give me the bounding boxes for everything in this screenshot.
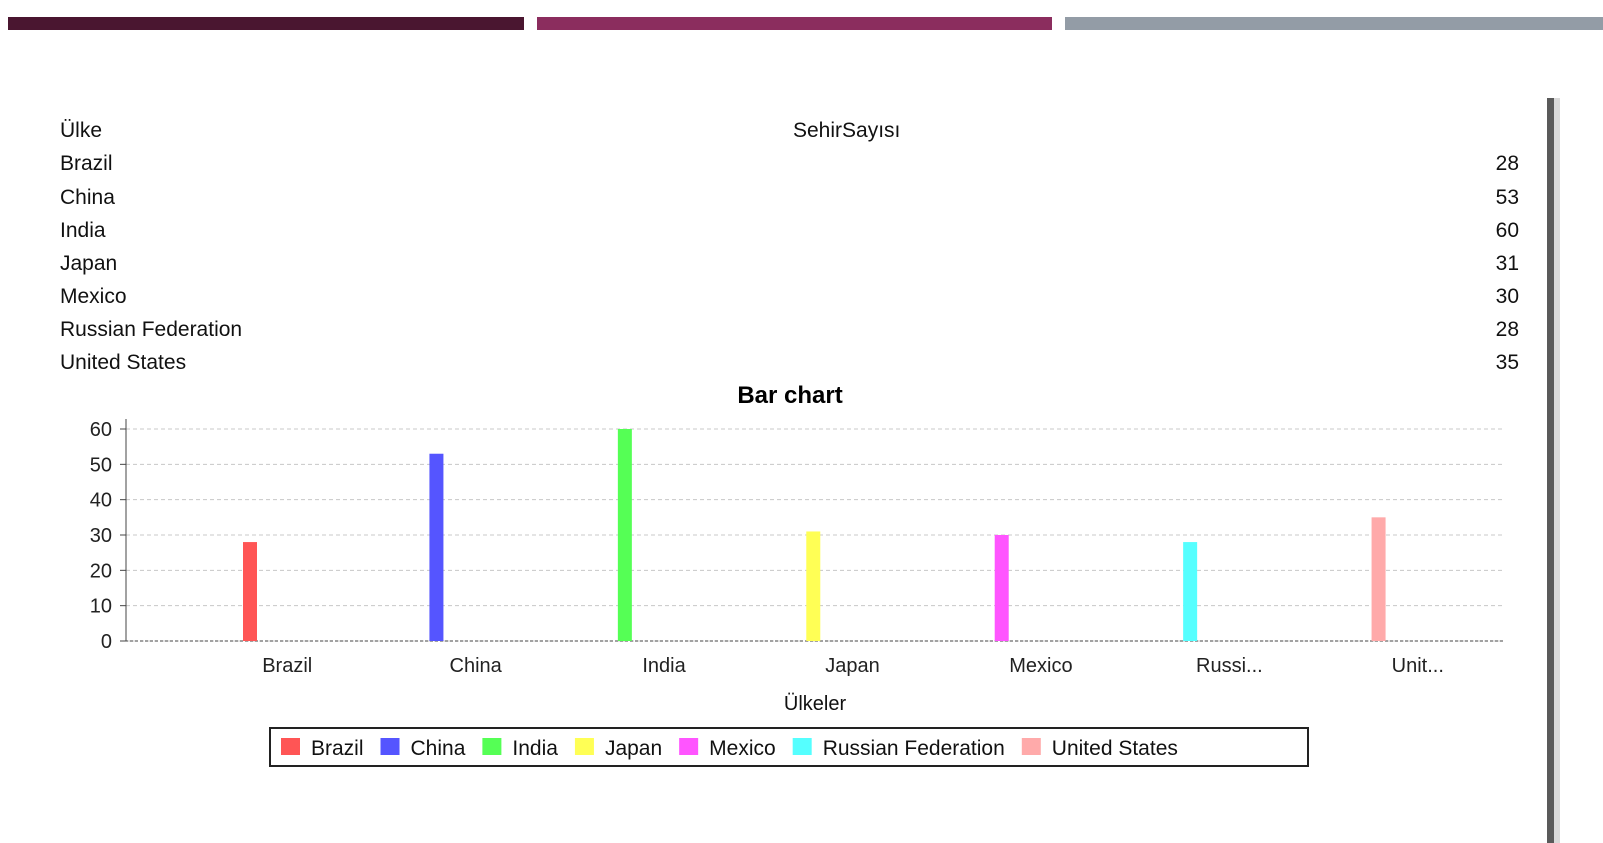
bar-chart: Bar chart 0 10 20 30 40 50 60 Brazil China India… [90,382,1505,767]
x-tick-labels: Brazil China India Japan Mexico Russi... Unit.… [262,655,1444,677]
legend-swatch [679,738,699,755]
row-value-india: 60 [1495,219,1519,242]
legend-swatch [482,738,502,755]
y-tick-label: 50 [90,454,112,476]
legend-swatch [792,738,812,755]
row-name-mexico: Mexico [60,285,127,308]
bar-china [429,453,444,641]
legend-swatch [281,738,300,755]
chart-title: Bar chart [737,382,842,409]
legend-swatch [380,738,400,755]
y-tick-label: 40 [90,490,112,512]
legend-swatch [1021,738,1041,755]
legend-label: Brazil [311,737,364,760]
legend-label: India [512,737,558,760]
bar-united-states [1371,517,1386,641]
x-tick-label: Russi... [1196,655,1263,677]
row-value-japan: 31 [1495,252,1519,275]
x-axis-label: Ülkeler [784,693,847,715]
bar-india [617,429,632,641]
row-value-russian-federation: 28 [1495,318,1519,341]
row-value-brazil: 28 [1495,152,1519,175]
legend-swatch [574,738,594,755]
x-tick-label: Japan [825,655,880,677]
legend-label: Mexico [709,737,776,760]
chart-bars [243,429,1386,641]
row-value-united-states: 35 [1495,351,1519,374]
y-tick-label: 10 [90,596,112,618]
scrollbar-track [1554,98,1560,843]
row-name-india: India [60,219,106,242]
x-tick-label: Mexico [1009,655,1072,677]
top-accent-bar-1 [8,17,524,30]
x-tick-label: Unit... [1392,655,1444,677]
row-value-mexico: 30 [1495,285,1519,308]
chart-axes: 0 10 20 30 40 50 60 [90,419,1505,653]
legend-label: China [411,737,466,760]
bar-japan [806,531,821,641]
x-tick-label: India [642,655,686,677]
row-name-japan: Japan [60,252,118,275]
row-value-china: 53 [1495,186,1519,209]
y-tick-label: 60 [90,419,112,441]
y-tick-label: 0 [101,631,112,653]
top-accent-bar-3 [1065,17,1603,30]
column-header-country: Ülke [60,119,103,142]
row-name-brazil: Brazil [60,152,113,175]
x-tick-label: China [450,655,503,677]
legend-label: Japan [605,737,662,760]
chart-legend: Brazil China India Japan Mexico Russian Feder… [269,727,1309,767]
x-tick-label: Brazil [262,655,312,677]
bar-brazil [243,542,257,641]
y-tick-label: 30 [90,525,112,547]
legend-label: Russian Federation [823,737,1005,760]
row-name-russian-federation: Russian Federation [60,318,243,341]
legend-label: United States [1052,737,1178,760]
y-tick-label: 20 [90,560,112,582]
legend-box [269,727,1309,767]
row-name-united-states: United States [60,351,187,374]
bar-mexico [994,535,1009,641]
column-header-city-count: SehirSayısı [793,119,901,142]
row-name-china: China [60,186,115,209]
vertical-scrollbar[interactable] [1547,98,1554,843]
bar-russian-federation [1183,542,1198,641]
top-accent-bar-2 [537,17,1052,30]
